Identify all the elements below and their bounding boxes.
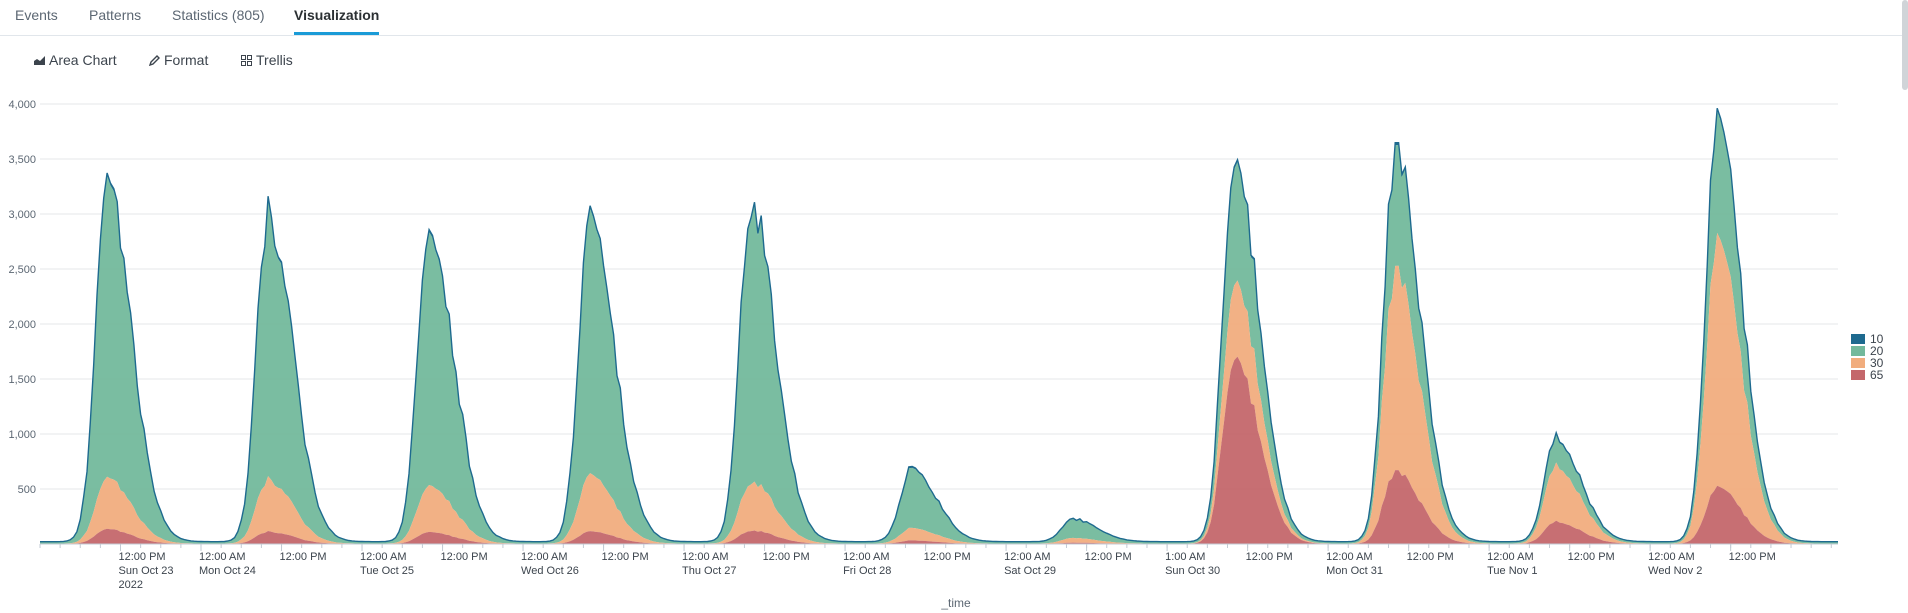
x-tick-label: 12:00 PM: [119, 551, 166, 563]
x-tick-label: 12:00 PM: [602, 551, 649, 563]
x-tick-label: 1:00 AM: [1165, 551, 1205, 563]
tab-statistics[interactable]: Statistics (805): [172, 6, 265, 35]
x-tick-label: 12:00 AM: [199, 551, 245, 563]
x-tick-label: Tue Oct 25: [360, 565, 414, 577]
x-tick-label: Thu Oct 27: [682, 565, 736, 577]
area-chart[interactable]: 4,000 3,500 3,000 2,500 2,000 1,500 1,000 500 12…: [0, 84, 1908, 613]
tab-patterns-label: Patterns: [89, 7, 142, 23]
x-tick-label: 12:00 AM: [1004, 551, 1050, 563]
x-tick-label: 12:00 AM: [1326, 551, 1372, 563]
legend-label-30: 30: [1870, 356, 1884, 370]
page-scrollbar[interactable]: [1902, 0, 1908, 90]
x-tick-label: Fri Oct 28: [843, 565, 891, 577]
trellis-label: Trellis: [256, 52, 293, 68]
x-tick-label: Wed Oct 26: [521, 565, 579, 577]
legend-swatch-20: [1851, 346, 1865, 356]
series-65-area: [40, 356, 1838, 544]
format-label: Format: [164, 52, 209, 68]
pencil-icon: [149, 54, 160, 66]
y-tick-label: 3,500: [8, 154, 36, 166]
x-tick-label: 12:00 PM: [1729, 551, 1776, 563]
y-tick-label: 4,000: [8, 99, 36, 111]
trellis-icon: [241, 54, 252, 66]
x-tick-label: 12:00 AM: [682, 551, 728, 563]
y-tick-label: 2,500: [8, 264, 36, 276]
format-button[interactable]: Format: [149, 52, 208, 68]
tab-events-label: Events: [15, 7, 58, 23]
x-tick-label: Sun Oct 30: [1165, 565, 1220, 577]
x-tick-label: 12:00 PM: [924, 551, 971, 563]
legend-swatch-65: [1851, 370, 1865, 380]
trellis-button[interactable]: Trellis: [241, 52, 293, 68]
tab-bar: Events Patterns Statistics (805) Visuali…: [0, 0, 1908, 36]
legend-label-65: 65: [1870, 368, 1884, 382]
legend-swatch-10: [1851, 334, 1865, 344]
area-chart-label: Area Chart: [49, 52, 117, 68]
x-tick-label: 12:00 PM: [1085, 551, 1132, 563]
x-tick-label: 12:00 PM: [280, 551, 327, 563]
x-tick-label: Wed Nov 2: [1648, 565, 1702, 577]
legend-label-10: 10: [1870, 332, 1884, 346]
x-tick-label: 12:00 AM: [1487, 551, 1533, 563]
x-tick-label: 12:00 AM: [521, 551, 567, 563]
tab-patterns[interactable]: Patterns: [89, 6, 141, 35]
x-tick-label: 12:00 AM: [1648, 551, 1694, 563]
x-tick-label: 12:00 PM: [1246, 551, 1293, 563]
x-tick-label: Tue Nov 1: [1487, 565, 1537, 577]
y-tick-label: 2,000: [8, 319, 36, 331]
tab-visualization[interactable]: Visualization: [294, 6, 380, 35]
x-tick-label: 12:00 PM: [1568, 551, 1615, 563]
tab-statistics-label: Statistics (805): [172, 7, 265, 23]
x-tick-label: Sat Oct 29: [1004, 565, 1056, 577]
area-chart-button[interactable]: Area Chart: [34, 52, 117, 68]
series-10-line: [40, 107, 1838, 543]
y-tick-label: 1,500: [8, 374, 36, 386]
active-tab-indicator: [294, 32, 380, 35]
legend-swatch-30: [1851, 358, 1865, 368]
area-chart-icon: [34, 55, 45, 65]
x-tick-label: 12:00 PM: [763, 551, 810, 563]
legend-label-20: 20: [1870, 344, 1884, 358]
x-tick-label: Mon Oct 31: [1326, 565, 1383, 577]
x-tick-label: 12:00 PM: [1407, 551, 1454, 563]
x-tick-label: 12:00 AM: [843, 551, 889, 563]
y-tick-label: 3,000: [8, 209, 36, 221]
x-tick-label: Sun Oct 23: [119, 565, 174, 577]
x-tick-label: 12:00 PM: [441, 551, 488, 563]
tab-visualization-label: Visualization: [294, 7, 380, 23]
tab-events[interactable]: Events: [15, 6, 58, 35]
x-tick-label: 2022: [119, 579, 143, 591]
y-tick-label: 1,000: [8, 429, 36, 441]
y-tick-label: 500: [18, 484, 36, 496]
x-axis-title: _time: [940, 596, 971, 610]
x-tick-label: Mon Oct 24: [199, 565, 256, 577]
series-30-area: [40, 232, 1838, 544]
x-tick-label: 12:00 AM: [360, 551, 406, 563]
